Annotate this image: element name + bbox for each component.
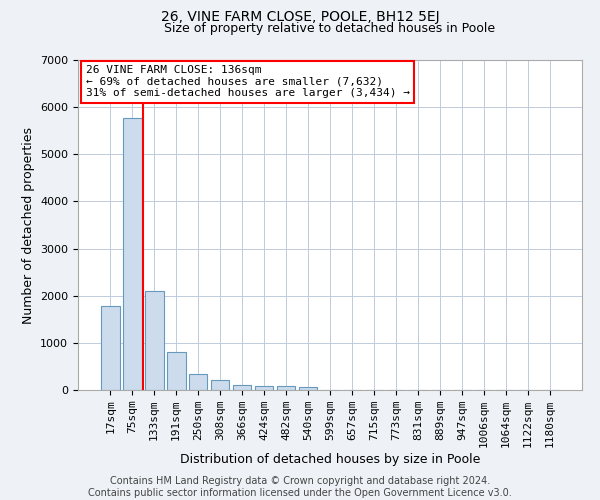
Bar [233, 386, 251, 390]
Bar [255, 386, 274, 390]
X-axis label: Distribution of detached houses by size in Poole: Distribution of detached houses by size … [180, 452, 480, 466]
Bar [167, 352, 185, 390]
Bar [123, 118, 142, 390]
Bar [101, 306, 119, 390]
Bar [211, 380, 229, 390]
Bar [299, 388, 317, 390]
Bar [277, 386, 295, 390]
Bar [189, 374, 208, 390]
Text: Contains HM Land Registry data © Crown copyright and database right 2024.
Contai: Contains HM Land Registry data © Crown c… [88, 476, 512, 498]
Text: 26, VINE FARM CLOSE, POOLE, BH12 5EJ: 26, VINE FARM CLOSE, POOLE, BH12 5EJ [161, 10, 439, 24]
Title: Size of property relative to detached houses in Poole: Size of property relative to detached ho… [164, 22, 496, 35]
Text: 26 VINE FARM CLOSE: 136sqm
← 69% of detached houses are smaller (7,632)
31% of s: 26 VINE FARM CLOSE: 136sqm ← 69% of deta… [86, 65, 410, 98]
Y-axis label: Number of detached properties: Number of detached properties [22, 126, 35, 324]
Bar [145, 292, 164, 390]
